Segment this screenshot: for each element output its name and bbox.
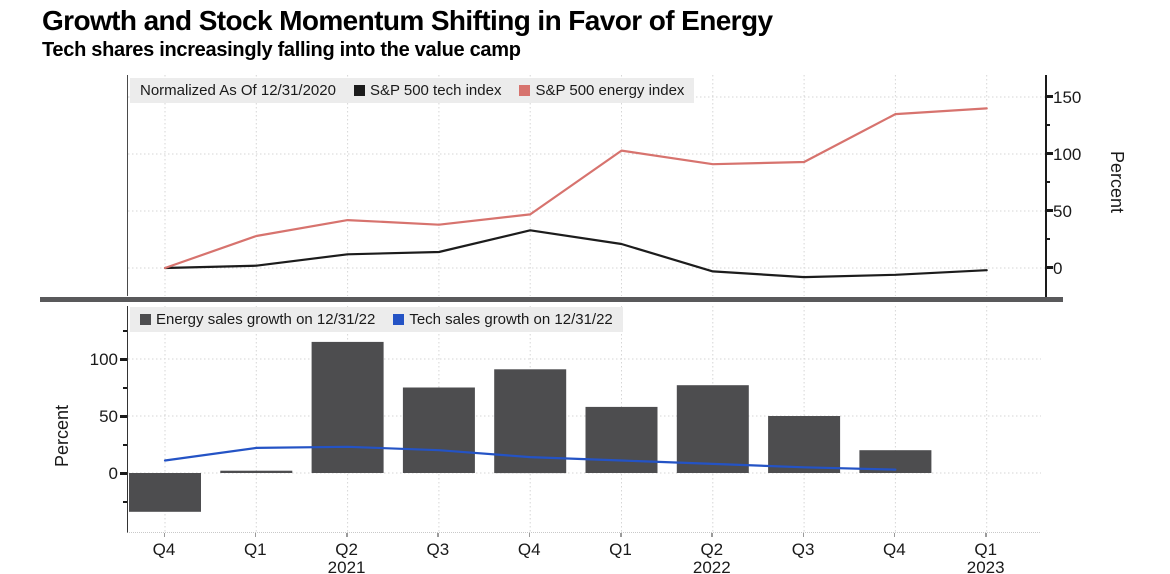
- x-tick-mark: [620, 533, 622, 537]
- x-tick-mark: [711, 533, 713, 537]
- legend-item-energy-index: S&P 500 energy index: [519, 82, 684, 99]
- x-tick-label: Q4: [883, 540, 906, 559]
- bottom-bar-chart-plot: [127, 306, 1041, 533]
- y-tick-label: 50: [99, 407, 118, 427]
- bar: [129, 473, 201, 512]
- normalization-note: Normalized As Of 12/31/2020: [140, 82, 336, 99]
- tech-index-swatch-icon: [353, 85, 365, 96]
- panel-divider: [40, 297, 1063, 302]
- bottom-chart-y-axis-title: Percent: [52, 404, 72, 467]
- y-major-tick: [1046, 209, 1053, 213]
- bar: [220, 470, 293, 473]
- x-tick-label: Q4: [517, 540, 541, 559]
- x-tick-label: Q1: [243, 540, 267, 559]
- top-chart-right-axis: [1045, 75, 1047, 297]
- x-tick-label: Q1: [609, 540, 632, 559]
- y-tick-label: 50: [1053, 201, 1072, 221]
- y-minor-tick: [1046, 181, 1050, 184]
- x-year-label: 2023: [966, 558, 1005, 574]
- y-minor-tick: [123, 329, 127, 332]
- line-series: [163, 107, 988, 270]
- line-series: [163, 229, 988, 279]
- legend-item-energy-sales: Energy sales growth on 12/31/22: [140, 311, 375, 328]
- x-tick-mark: [985, 533, 987, 537]
- tech-sales-swatch-icon: [393, 314, 405, 325]
- x-tick-label: Q3: [791, 540, 815, 559]
- page-title: Growth and Stock Momentum Shifting in Fa…: [42, 5, 773, 36]
- top-chart-svg: [128, 75, 1046, 296]
- x-tick-label: Q2: [700, 540, 724, 559]
- bottom-chart-svg: [128, 306, 1041, 533]
- y-minor-tick: [1046, 124, 1050, 127]
- y-tick-label: 100: [89, 350, 118, 370]
- legend-label-energy-index: S&P 500 energy index: [535, 82, 685, 99]
- bottom-chart-legend: Energy sales growth on 12/31/22 Tech sal…: [130, 307, 623, 332]
- x-tick-mark: [893, 533, 896, 537]
- x-tick-label: Q1: [974, 540, 998, 559]
- y-minor-tick: [123, 386, 127, 389]
- y-major-tick: [1046, 152, 1053, 156]
- y-tick-label: 0: [1053, 258, 1063, 278]
- legend-item-tech-sales: Tech sales growth on 12/31/22: [393, 311, 613, 328]
- bar: [768, 416, 841, 473]
- legend-label-tech-sales: Tech sales growth on 12/31/22: [409, 311, 613, 328]
- y-tick-label: 100: [1053, 144, 1082, 164]
- x-tick-label: Q4: [152, 540, 176, 559]
- x-tick-label: Q2: [335, 540, 358, 559]
- y-major-tick: [120, 414, 127, 418]
- energy-sales-swatch-icon: [140, 314, 151, 325]
- bar: [585, 406, 658, 473]
- legend-label-tech-index: S&P 500 tech index: [369, 82, 502, 99]
- y-minor-tick: [123, 500, 127, 503]
- x-tick-mark: [346, 533, 348, 537]
- x-year-label: 2022: [692, 558, 731, 574]
- top-chart-legend: Normalized As Of 12/31/2020 S&P 500 tech…: [130, 78, 695, 103]
- x-tick-mark: [437, 533, 439, 537]
- x-tick-mark: [163, 533, 165, 537]
- bar: [311, 341, 384, 473]
- x-tick-mark: [528, 533, 531, 537]
- y-tick-label: 150: [1053, 87, 1082, 107]
- page-subtitle: Tech shares increasingly falling into th…: [42, 39, 521, 61]
- x-tick-mark: [254, 533, 257, 537]
- line-series: [163, 445, 897, 471]
- bar: [402, 387, 475, 473]
- y-major-tick: [120, 357, 127, 361]
- x-tick-label: Q3: [426, 540, 450, 559]
- y-minor-tick: [123, 443, 127, 446]
- y-major-tick: [1046, 266, 1053, 270]
- y-minor-tick: [1046, 238, 1050, 241]
- legend-item-tech-index: S&P 500 tech index: [353, 82, 502, 99]
- legend-label-energy-sales: Energy sales growth on 12/31/22: [156, 311, 376, 328]
- energy-index-swatch-icon: [519, 85, 531, 96]
- top-chart-y-axis-title: Percent: [1107, 151, 1127, 214]
- top-line-chart-plot: [127, 75, 1046, 296]
- x-year-label: 2021: [327, 558, 366, 574]
- y-tick-label: 0: [108, 464, 118, 484]
- y-major-tick: [1046, 95, 1053, 99]
- x-tick-mark: [802, 533, 805, 537]
- bar: [859, 450, 932, 473]
- bar: [676, 385, 749, 473]
- y-major-tick: [120, 471, 127, 475]
